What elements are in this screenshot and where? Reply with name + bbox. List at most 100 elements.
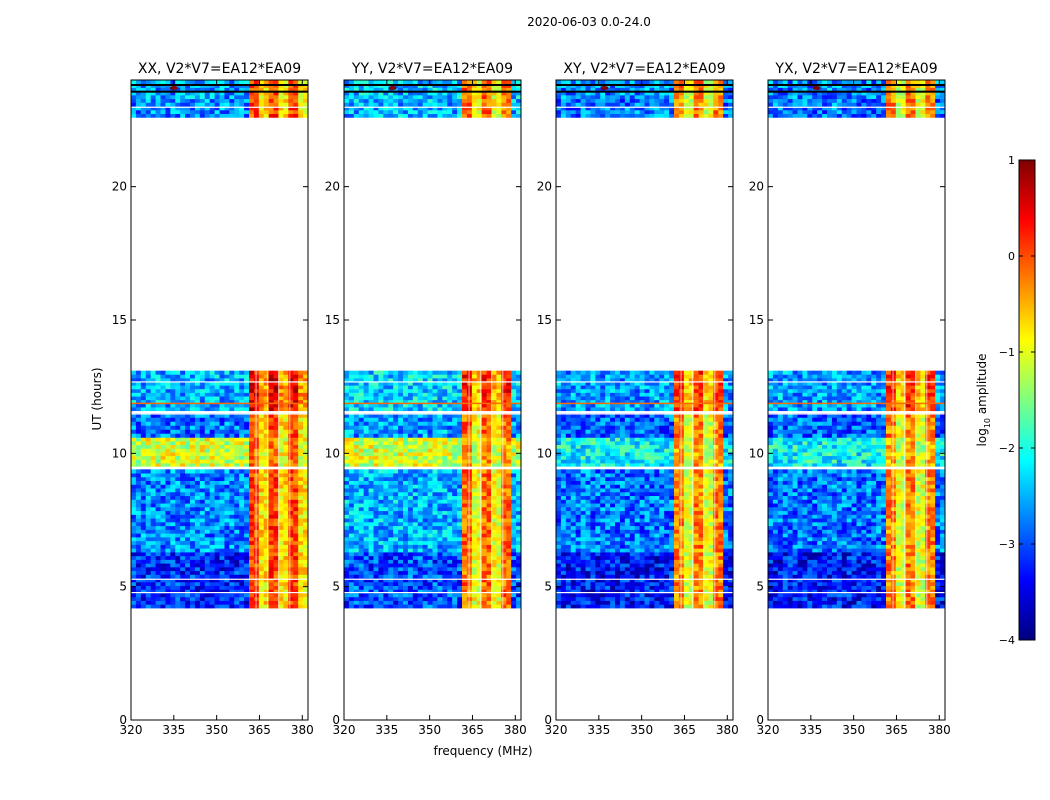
heatmap-cell [155, 503, 161, 508]
heatmap-cell [516, 396, 521, 401]
heatmap-cell [253, 98, 260, 103]
heatmap-cell [234, 529, 240, 534]
heatmap-cell [442, 370, 448, 375]
heatmap-cell [204, 98, 211, 103]
heatmap-cell [219, 499, 225, 504]
heatmap-cell [273, 80, 279, 85]
heatmap-cell [417, 510, 424, 515]
heatmap-cell [353, 514, 360, 519]
heatmap-cell [412, 484, 419, 489]
heatmap-cell [363, 540, 369, 545]
heatmap-cell [204, 491, 211, 497]
heatmap-cell [516, 374, 521, 379]
heatmap-cell [457, 510, 463, 515]
heatmap-cell [244, 574, 250, 579]
heatmap-cell [501, 503, 507, 508]
heatmap-cell [303, 413, 308, 418]
heatmap-cell [506, 441, 512, 446]
heatmap-cell [135, 455, 142, 460]
heatmap-cell [229, 525, 235, 530]
heatmap-cell [422, 421, 428, 426]
heatmap-cell [155, 399, 161, 404]
heatmap-cell [199, 425, 206, 430]
heatmap-cell [244, 102, 250, 107]
heatmap-cell [239, 600, 245, 605]
heatmap-cell [234, 566, 240, 572]
heatmap-cell [224, 533, 230, 538]
heatmap-cell [199, 444, 206, 449]
heatmap-cell [175, 491, 181, 497]
heatmap-cell [303, 87, 308, 92]
heatmap-cell [199, 596, 206, 601]
heatmap-cell [476, 488, 483, 493]
heatmap-cell [462, 536, 468, 542]
heatmap-cell [293, 484, 299, 489]
heatmap-cell [516, 604, 521, 609]
heatmap-cell [506, 374, 512, 379]
heatmap-cell [155, 510, 161, 515]
heatmap-cell [476, 370, 483, 375]
heatmap-cell [383, 480, 389, 485]
heatmap-cell [486, 525, 492, 530]
heatmap-cell [412, 581, 419, 586]
heatmap-cell [140, 459, 147, 464]
heatmap-cell [303, 385, 308, 390]
heatmap-cell [501, 381, 507, 386]
heatmap-cell [358, 589, 365, 594]
heatmap-cell [348, 552, 355, 557]
heatmap-cell [135, 540, 142, 545]
heatmap-cell [437, 113, 443, 118]
heatmap-cell [388, 425, 394, 430]
heatmap-cell [190, 604, 196, 609]
heatmap-cell [388, 452, 394, 457]
heatmap-cell [353, 459, 360, 464]
heatmap-cell [160, 476, 166, 482]
heatmap-cell [353, 381, 360, 386]
heatmap-cell [244, 374, 250, 379]
heatmap-cell [214, 377, 220, 382]
heatmap-cell [145, 596, 152, 601]
heatmap-cell [388, 566, 394, 572]
heatmap-cell [180, 452, 186, 457]
heatmap-cell [373, 503, 379, 508]
heatmap-cell [283, 506, 289, 512]
heatmap-cell [278, 529, 284, 534]
heatmap-cell [175, 578, 181, 583]
heatmap-cell [353, 413, 360, 418]
heatmap-cell [373, 518, 379, 523]
heatmap-cell [432, 491, 438, 497]
heatmap-cell [131, 484, 137, 489]
heatmap-cell [383, 381, 389, 386]
heatmap-cell [373, 374, 379, 379]
heatmap-cell [422, 566, 428, 572]
heatmap-cell [412, 495, 419, 500]
heatmap-cell [219, 491, 225, 497]
heatmap-cell [462, 437, 468, 442]
heatmap-cell [417, 452, 424, 457]
heatmap-cell [170, 94, 176, 100]
heatmap-cell [150, 529, 156, 534]
heatmap-cell [303, 374, 308, 379]
heatmap-cell [398, 510, 404, 515]
heatmap-cell [501, 514, 507, 519]
heatmap-cell [263, 403, 270, 408]
heatmap-cell [278, 425, 284, 430]
heatmap-cell [412, 392, 419, 397]
heatmap-cell [258, 106, 265, 111]
heatmap-cell [412, 552, 419, 557]
heatmap-cell [229, 455, 235, 460]
heatmap-cell [209, 106, 215, 111]
heatmap-cell [383, 529, 389, 534]
heatmap-cell [398, 488, 404, 493]
heatmap-cell [442, 106, 448, 111]
heatmap-cell [417, 399, 424, 404]
heatmap-cell [511, 421, 517, 426]
heatmap-cell [258, 370, 265, 375]
heatmap-cell [244, 488, 250, 493]
heatmap-cell [273, 433, 279, 438]
heatmap-cell [476, 476, 483, 482]
heatmap-cell [383, 473, 389, 478]
heatmap-cell [506, 555, 512, 560]
heatmap-cell [378, 429, 384, 434]
heatmap-cell [378, 566, 384, 572]
